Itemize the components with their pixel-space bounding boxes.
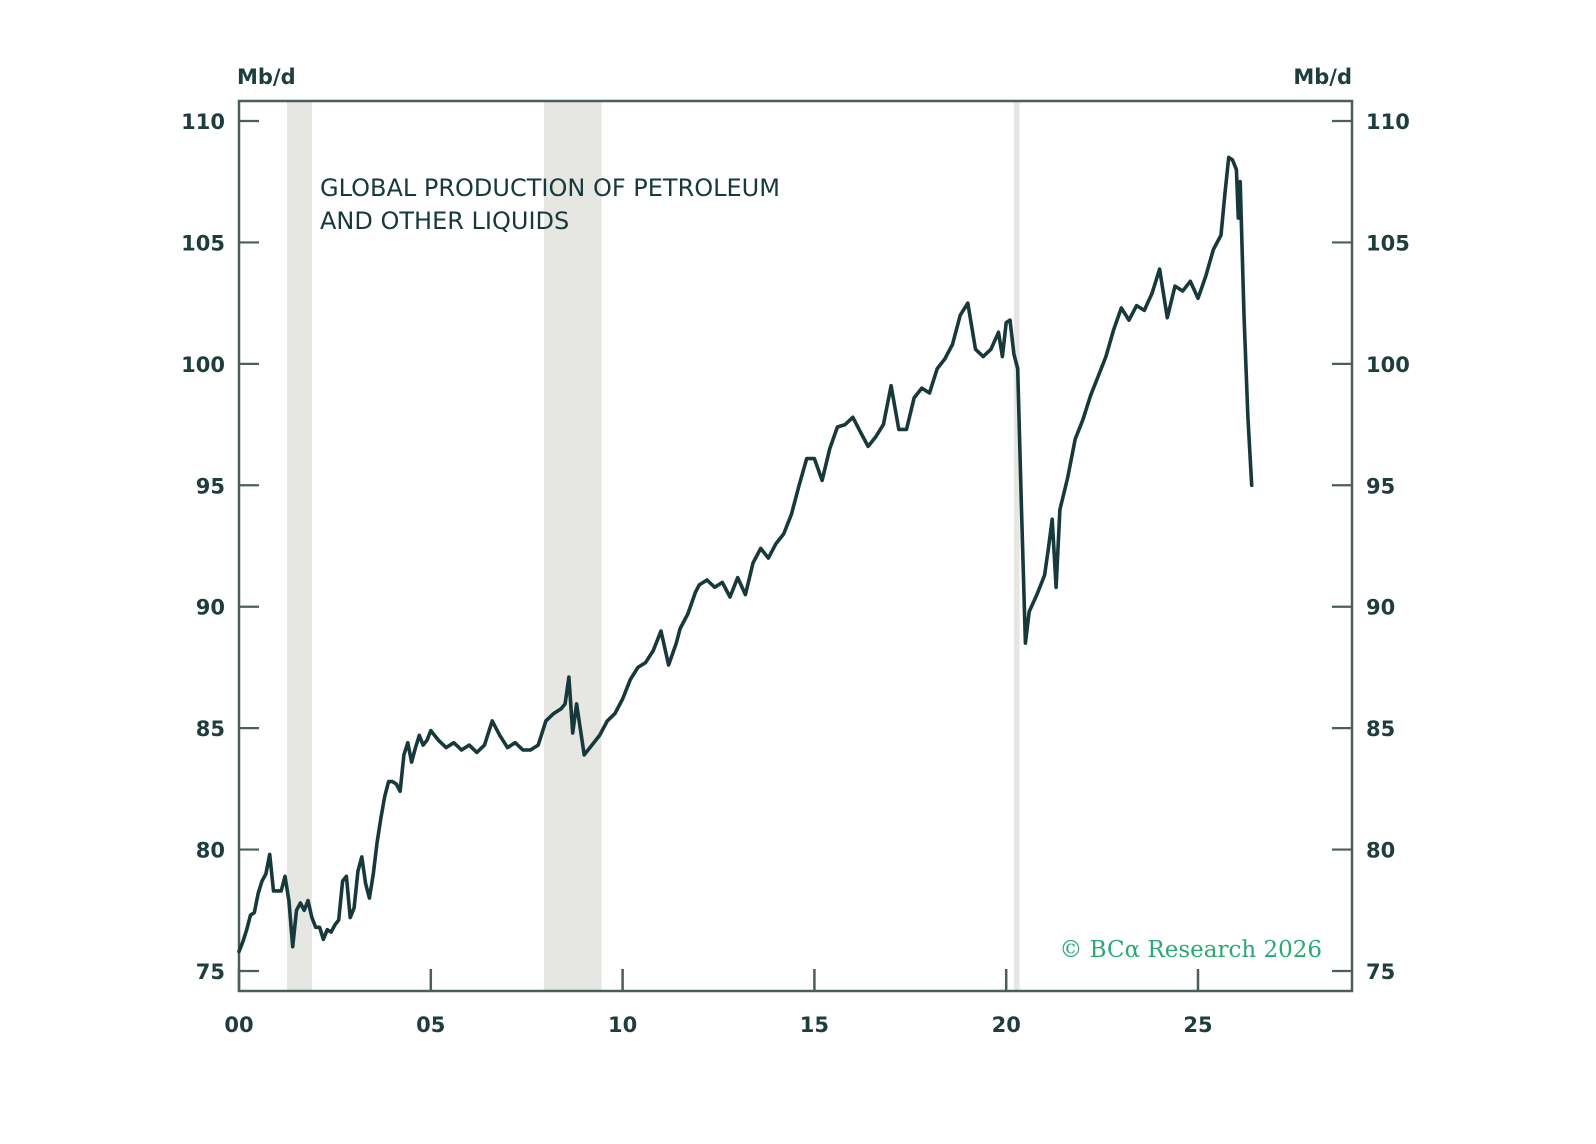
y-tick-label-right: 110	[1366, 110, 1410, 134]
y-tick-label-left: 105	[181, 231, 225, 255]
y-tick-label-right: 95	[1366, 474, 1395, 498]
y-axis-right: 75 80 85 90 95 100 105 110	[1332, 110, 1410, 984]
x-axis: 00 05 10 15 20 25	[224, 969, 1213, 1037]
chart-title-line-1: GLOBAL PRODUCTION OF PETROLEUM	[320, 174, 780, 202]
y-tick-label-left: 110	[181, 110, 225, 134]
recession-band-3	[1013, 101, 1020, 991]
x-tick-label: 25	[1183, 1013, 1212, 1037]
y-tick-label-left: 100	[181, 353, 225, 377]
x-tick-label: 15	[800, 1013, 829, 1037]
y-axis-left-unit-label: Mb/d	[237, 65, 296, 89]
series-line-global-production	[237, 155, 1254, 954]
y-tick-label-left: 75	[196, 960, 225, 984]
y-tick-label-right: 100	[1366, 353, 1410, 377]
x-tick-label: 00	[224, 1013, 253, 1037]
y-axis-left: 75 80 85 90 95 100 105 110	[181, 110, 259, 984]
y-tick-label-left: 80	[196, 839, 225, 863]
y-tick-label-right: 75	[1366, 960, 1395, 984]
copyright-credit: © BCα Research 2026	[1059, 937, 1322, 963]
plot-frame	[237, 99, 1354, 993]
recession-band-2	[543, 101, 602, 991]
x-tick-label: 10	[608, 1013, 637, 1037]
y-tick-label-right: 85	[1366, 717, 1395, 741]
x-tick-label: 20	[992, 1013, 1021, 1037]
y-tick-label-right: 90	[1366, 596, 1395, 620]
x-tick-label: 05	[416, 1013, 445, 1037]
y-tick-label-left: 90	[196, 596, 225, 620]
y-tick-label-left: 95	[196, 474, 225, 498]
y-axis-right-unit-label: Mb/d	[1293, 65, 1352, 89]
recession-band-1	[286, 101, 312, 991]
y-tick-label-left: 85	[196, 717, 225, 741]
chart-title-line-2: AND OTHER LIQUIDS	[320, 207, 569, 235]
y-tick-label-right: 80	[1366, 839, 1395, 863]
y-tick-label-right: 105	[1366, 231, 1410, 255]
recession-shading-group	[286, 101, 1020, 991]
